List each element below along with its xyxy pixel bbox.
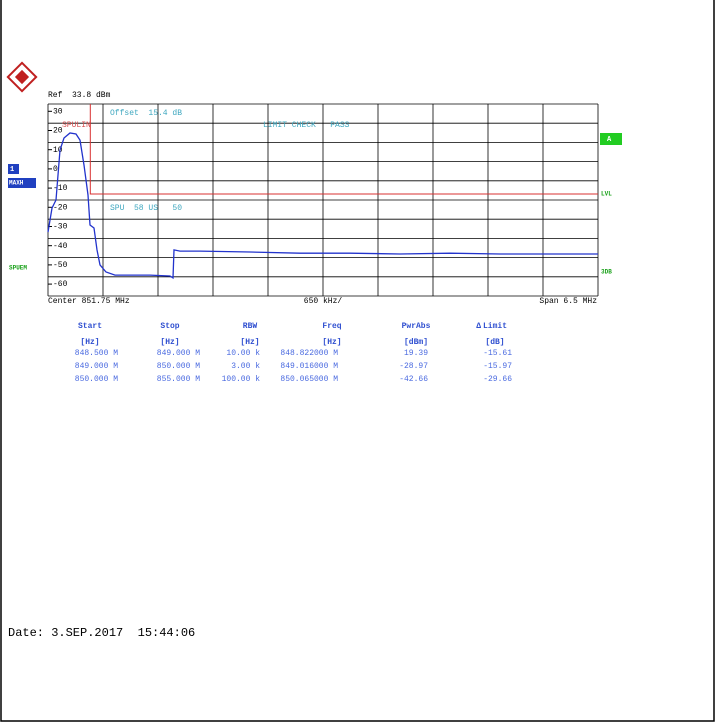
right-label: 3DB xyxy=(601,269,612,276)
table-cell: 849.000 M xyxy=(157,349,200,358)
offset-label: Offset 15.4 dB xyxy=(110,109,182,118)
table-cell: -15.61 xyxy=(483,349,512,358)
table-unit: [dB] xyxy=(485,338,504,347)
date: Date: 3.SEP.2017 15:44:06 xyxy=(8,626,195,640)
trace xyxy=(47,132,598,280)
delta-symbol: Δ xyxy=(476,322,481,331)
limit-check: LIMIT CHECK PASS xyxy=(263,121,350,130)
table-cell: -28.97 xyxy=(399,362,428,371)
y-tick-bg xyxy=(52,184,64,193)
limit-name: SPULIN xyxy=(62,121,91,130)
ref-label: Ref 33.8 dBm xyxy=(48,91,111,100)
table-cell: 848.822000 M xyxy=(280,349,338,358)
y-tick-label: -40 xyxy=(53,242,68,251)
table-header: Limit xyxy=(483,322,507,331)
table-unit: [Hz] xyxy=(322,338,341,347)
table-cell: 19.39 xyxy=(404,349,428,358)
limit-line xyxy=(89,104,598,195)
table-unit: [dBm] xyxy=(404,338,428,347)
y-tick-bg xyxy=(52,241,64,250)
table-header: RBW xyxy=(243,322,258,331)
table-cell: 10.00 k xyxy=(226,349,260,358)
trace-mode-badge xyxy=(8,178,36,188)
table-unit: [Hz] xyxy=(80,338,99,347)
table-cell: 100.00 k xyxy=(222,375,261,384)
center-label: Center 851.75 MHz xyxy=(48,297,130,306)
table-cell: 3.00 k xyxy=(231,362,260,371)
table-header: PwrAbs xyxy=(402,322,431,331)
table-cell: -42.66 xyxy=(399,375,428,384)
table-header: Stop xyxy=(160,322,179,331)
y-tick-label: -20 xyxy=(53,203,68,212)
table-cell: -29.66 xyxy=(483,375,512,384)
table-header: Start xyxy=(78,322,102,331)
y-tick-label: -30 xyxy=(53,223,68,232)
y-tick-bg xyxy=(52,222,64,231)
marker-text: SPU 58 US 50 xyxy=(110,204,182,213)
table-cell: -15.97 xyxy=(483,362,512,371)
table-unit: [Hz] xyxy=(160,338,179,347)
table-header: Freq xyxy=(322,322,341,331)
y-tick-label: 20 xyxy=(53,127,63,136)
table-cell: 849.016000 M xyxy=(280,362,338,371)
table-cell: 850.065000 M xyxy=(280,375,338,384)
logo xyxy=(6,61,38,93)
y-tick-bg xyxy=(52,203,64,212)
div-label: 650 kHz/ xyxy=(304,297,343,306)
table-cell: 850.000 M xyxy=(157,362,200,371)
right-label: A xyxy=(607,136,612,144)
y-tick-label: -50 xyxy=(53,261,68,270)
span-label: Span 6.5 MHz xyxy=(539,297,597,306)
y-tick-label: 0 xyxy=(53,165,58,174)
table-cell: 848.500 M xyxy=(75,349,118,358)
right-label: LVL xyxy=(601,191,612,198)
y-tick-label: -10 xyxy=(53,184,68,193)
trace-badge xyxy=(8,164,19,174)
table-unit: [Hz] xyxy=(240,338,259,347)
table-cell: 849.000 M xyxy=(75,362,118,371)
y-tick-bg xyxy=(52,260,64,269)
y-tick-bg xyxy=(52,107,64,116)
y-tick-label: 30 xyxy=(53,107,63,116)
trace-mode: MAXH xyxy=(9,180,24,187)
y-tick-label: 10 xyxy=(53,146,63,155)
y-tick-label: -60 xyxy=(53,280,68,289)
right-badge xyxy=(600,133,622,145)
table-cell: 855.000 M xyxy=(157,375,200,384)
grid xyxy=(47,103,599,297)
mode-label: SPUEM xyxy=(9,265,27,272)
table-cell: 850.000 M xyxy=(75,375,118,384)
y-tick-bg xyxy=(52,280,64,289)
y-tick-bg xyxy=(52,126,64,135)
y-tick-bg xyxy=(52,145,64,154)
trace-number: 1 xyxy=(10,166,14,174)
